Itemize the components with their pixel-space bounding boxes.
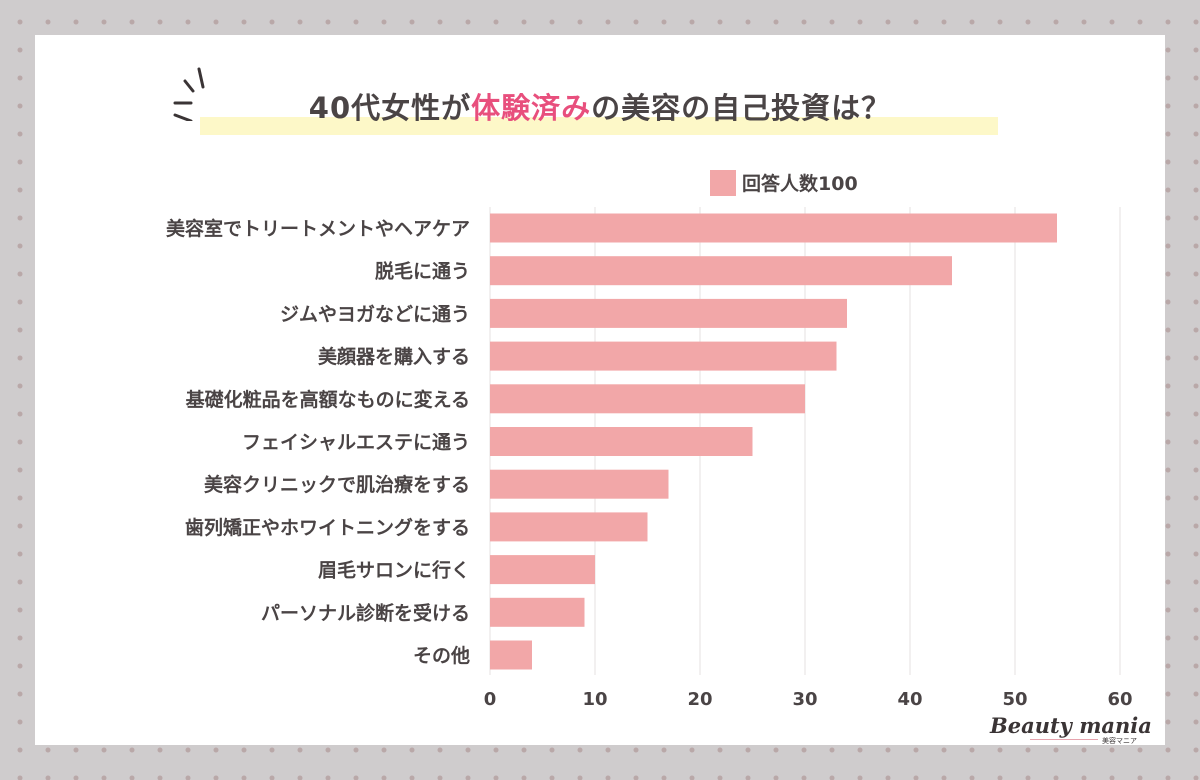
x-tick-label: 0 <box>484 689 497 710</box>
category-label: 脱毛に通う <box>375 260 470 283</box>
bar <box>490 427 753 456</box>
bar <box>490 469 669 499</box>
category-label: ジムやヨガなどに通う <box>280 303 470 325</box>
category-label: その他 <box>413 644 470 667</box>
logo-underline <box>1030 739 1098 740</box>
x-tick-label: 30 <box>792 689 817 710</box>
category-label: 眉毛サロンに行く <box>318 559 470 582</box>
emphasis-lines-icon <box>173 67 205 121</box>
page-title: 40代女性が体験済みの美容の自己投資は？ <box>35 85 1165 127</box>
category-label: 美容クリニックで肌治療をする <box>204 473 470 496</box>
bar <box>490 512 648 542</box>
bar <box>490 213 1057 243</box>
category-label: フェイシャルエステに通う <box>242 432 470 454</box>
category-label: 基礎化粧品を高額なものに変える <box>185 388 470 411</box>
title-suffix: の美容の自己投資は？ <box>591 91 892 125</box>
x-tick-label: 50 <box>1002 689 1027 710</box>
bar <box>490 384 805 414</box>
title-highlight <box>200 117 998 135</box>
chart-card: 40代女性が体験済みの美容の自己投資は？ 回答人数100 0 10 20 30 40 50… <box>35 35 1165 745</box>
logo-text: Beauty mania <box>990 713 1152 738</box>
chart-legend: 回答人数100 <box>710 169 858 196</box>
x-tick-label: 60 <box>1107 689 1132 710</box>
title-accent: 体験済み <box>471 91 592 125</box>
bar <box>490 640 532 670</box>
bar <box>490 298 847 328</box>
x-tick-label: 40 <box>897 689 922 710</box>
title-area: 40代女性が体験済みの美容の自己投資は？ <box>35 35 1165 155</box>
bar <box>490 341 837 371</box>
category-label: パーソナル診断を受ける <box>261 601 470 624</box>
x-tick-label: 10 <box>582 689 607 710</box>
category-label: 美容室でトリートメントやヘアケア <box>166 217 470 240</box>
logo-subtext: 美容マニア <box>1102 737 1137 745</box>
x-tick-label: 20 <box>687 689 712 710</box>
category-label: 歯列矯正やホワイトニングをする <box>185 516 470 539</box>
title-prefix: 40代女性が <box>308 91 472 125</box>
bar <box>490 555 595 585</box>
legend-swatch <box>710 169 736 196</box>
legend-label: 回答人数100 <box>742 173 858 195</box>
category-label: 美顔器を購入する <box>318 345 470 368</box>
bar <box>490 256 952 286</box>
bar-chart: 0 10 20 30 40 50 60 美容室でトリートメントやヘアケア脱毛に通うジムやヨガな… <box>166 207 1133 710</box>
bar <box>490 597 585 627</box>
brand-logo: Beauty mania 美容マニア <box>990 713 1160 745</box>
